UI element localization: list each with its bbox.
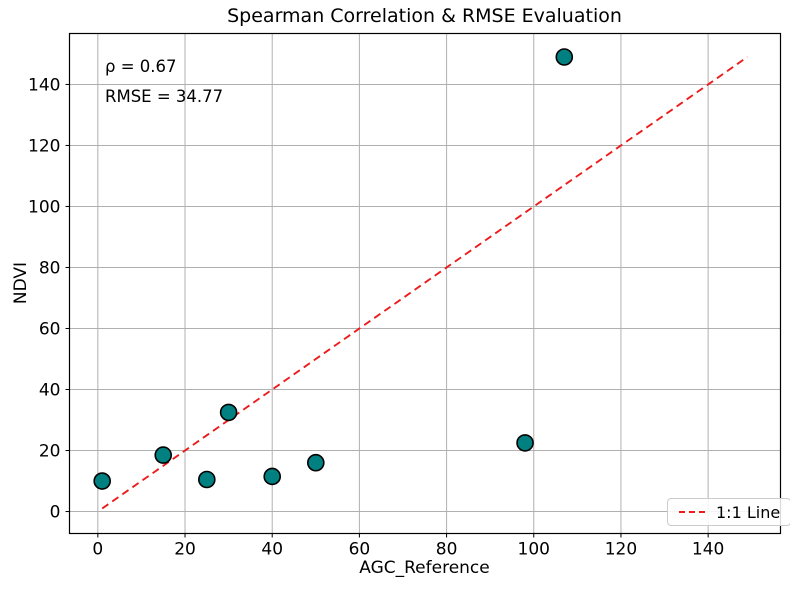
- scatter-point: [93, 472, 111, 490]
- y-tick-label: 60: [39, 319, 61, 339]
- scatter-point: [154, 446, 173, 464]
- y-tick-label: 120: [28, 136, 60, 156]
- x-axis-label: AGC_Reference: [359, 558, 490, 578]
- x-tick-label: 80: [436, 540, 458, 560]
- y-tick-label: 80: [39, 258, 61, 278]
- chart-title: Spearman Correlation & RMSE Evaluation: [227, 5, 622, 27]
- x-tick-label: 120: [605, 540, 637, 560]
- x-tick-label: 40: [261, 540, 283, 560]
- rmse-annotation: RMSE = 34.77: [105, 87, 224, 106]
- x-tick-label: 100: [518, 540, 550, 560]
- scatter-point: [263, 467, 282, 486]
- scatter-point: [219, 403, 238, 422]
- plot-border: [68, 32, 782, 535]
- legend-label: 1:1 Line: [716, 502, 781, 522]
- x-tick-label: 60: [349, 540, 371, 560]
- legend: 1:1 Line: [667, 498, 790, 526]
- scatter-point: [516, 434, 534, 452]
- scatter-point: [555, 48, 574, 66]
- one-to-one-reference-line: [101, 56, 748, 510]
- scatter-point: [198, 470, 216, 489]
- y-tick-label: 20: [39, 442, 61, 462]
- scatter-point: [306, 453, 325, 472]
- y-tick-label: 140: [28, 75, 60, 95]
- spearman-rho-annotation: ρ = 0.67: [105, 57, 177, 76]
- y-axis-label: NDVI: [11, 261, 31, 305]
- x-tick-label: 140: [692, 540, 724, 560]
- y-tick-label: 40: [39, 381, 61, 401]
- legend-dashed-line-icon: [678, 510, 708, 514]
- y-tick-label: 0: [50, 503, 61, 523]
- x-tick-label: 20: [174, 540, 196, 560]
- x-tick-label: 0: [92, 540, 103, 560]
- y-tick-label: 100: [28, 197, 60, 217]
- legend-line-swatch: [679, 511, 707, 513]
